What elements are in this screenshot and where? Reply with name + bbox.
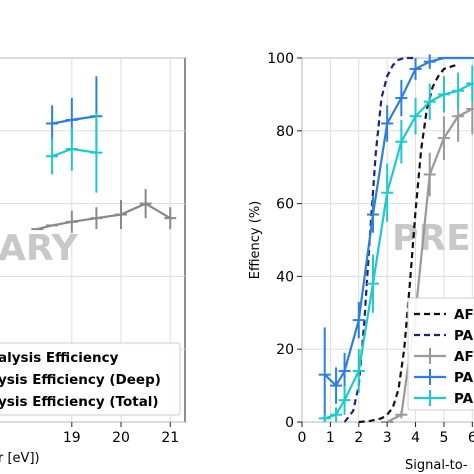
right-legend: AF PA AF PA PA — [407, 297, 474, 411]
left-series-line-2 — [51, 147, 97, 158]
left-legend: alysis Efficiency ysis Efficiency (Deep)… — [0, 342, 181, 416]
left-panel: ARY 19 20 21 r [eV]) alysis Efficiency ysi… — [0, 57, 186, 466]
right-dashed-series-1 — [358, 64, 456, 424]
right-legend-entry-1: AF — [454, 307, 474, 323]
right-y-tick-label: 40 — [276, 269, 294, 285]
right-x-tick-label: 4 — [411, 430, 420, 446]
right-y-tick-label: 100 — [267, 51, 294, 67]
right-x-tick-label: 5 — [439, 430, 448, 446]
right-y-tick-label: 60 — [276, 197, 294, 213]
left-watermark: ARY — [0, 228, 79, 269]
left-series-layer — [31, 76, 177, 233]
right-y-ticks: 0 20 40 60 80 100 — [267, 51, 302, 431]
right-y-tick-label: 20 — [276, 342, 294, 358]
right-panel: PRE 0 1 2 3 4 5 6 0 20 40 60 80 100 Signal-to- Effi… — [248, 51, 474, 473]
right-x-tick-label: 2 — [354, 430, 363, 446]
left-legend-box — [0, 342, 181, 416]
left-x-tick-label: 19 — [63, 430, 81, 446]
left-x-tick-label: 21 — [161, 430, 179, 446]
right-x-tick-label: 6 — [468, 430, 474, 446]
left-legend-entry-3: ysis Efficiency (Total) — [0, 394, 159, 410]
left-x-ticks: 19 20 21 — [63, 422, 179, 446]
right-legend-entry-5: PA — [454, 391, 474, 407]
left-legend-entry-1: alysis Efficiency — [0, 350, 119, 366]
right-y-axis-label: Effiency (%) — [248, 201, 263, 280]
right-y-tick-label: 0 — [285, 415, 294, 431]
right-legend-entry-2: PA — [454, 328, 474, 344]
right-x-tick-label: 3 — [383, 430, 392, 446]
left-legend-entry-2: ysis Efficiency (Deep) — [0, 372, 161, 388]
right-legend-entry-3: AF — [454, 349, 474, 365]
left-x-tick-label: 20 — [112, 430, 130, 446]
right-series-layer — [318, 54, 474, 424]
left-x-axis-label: r [eV]) — [0, 451, 40, 466]
right-watermark: PRE — [392, 218, 471, 259]
right-x-tick-label: 0 — [298, 430, 307, 446]
right-x-axis-label: Signal-to- — [405, 458, 468, 473]
right-x-ticks: 0 1 2 3 4 5 6 — [298, 422, 474, 446]
right-legend-entry-4: PA — [454, 370, 474, 386]
right-legend-box — [407, 297, 474, 411]
right-x-tick-label: 1 — [326, 430, 335, 446]
right-y-tick-label: 80 — [276, 124, 294, 140]
